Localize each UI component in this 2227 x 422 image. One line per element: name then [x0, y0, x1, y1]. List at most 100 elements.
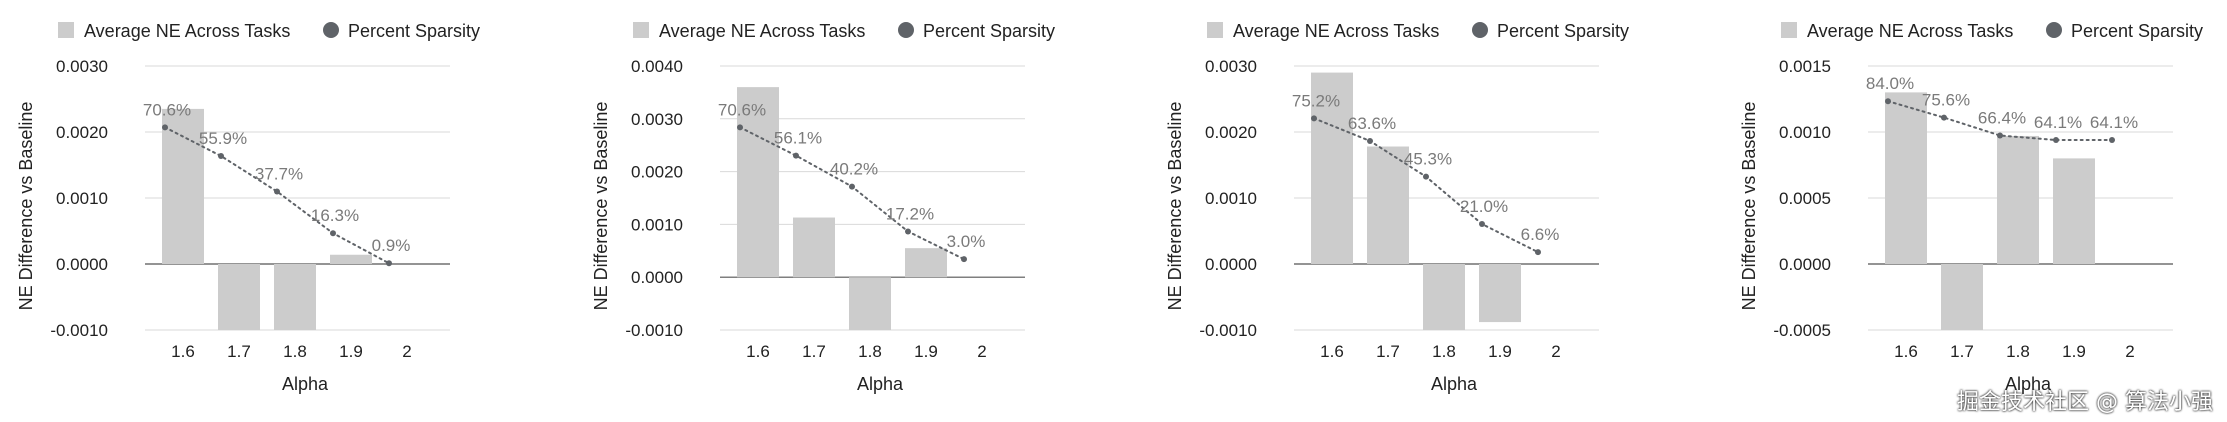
y-tick-label: 0.0020: [56, 123, 108, 142]
x-tick-label: 1.7: [227, 342, 251, 361]
legend-swatch-line: [2046, 22, 2062, 38]
y-tick-label: 0.0040: [631, 57, 683, 76]
legend-swatch-line: [1472, 22, 1488, 38]
sparsity-data-label: 21.0%: [1460, 197, 1508, 216]
sparsity-point-1.9: [330, 230, 336, 237]
sparsity-point-1.8: [1997, 132, 2003, 139]
legend-swatch-line: [898, 22, 914, 38]
sparsity-point-1.6: [1885, 98, 1891, 105]
x-tick-label: 2: [977, 342, 986, 361]
x-tick-label: 1.9: [914, 342, 938, 361]
sparsity-data-label: 16.3%: [311, 206, 359, 225]
sparsity-point-1.9: [2053, 137, 2059, 144]
bar-1.8: [849, 277, 891, 330]
x-tick-label: 1.8: [2006, 342, 2030, 361]
y-axis-title: NE Difference vs Baseline: [16, 102, 36, 311]
chart-panel-4: Average NE Across Tasks Percent Sparsity -…: [1739, 21, 2203, 394]
sparsity-data-label: 6.6%: [1521, 225, 1560, 244]
bar-1.7: [1367, 146, 1409, 264]
bar-1.8: [274, 264, 316, 330]
legend-swatch-bars: [1781, 22, 1797, 38]
sparsity-point-1.6: [737, 124, 743, 131]
sparsity-point-1.7: [1367, 137, 1373, 144]
bar-1.9: [2053, 158, 2095, 264]
x-axis-title: Alpha: [2005, 374, 2052, 394]
sparsity-point-1.8: [274, 188, 280, 195]
legend: Average NE Across Tasks Percent Sparsity: [58, 21, 480, 41]
sparsity-data-label: 37.7%: [255, 164, 303, 183]
bar-1.7: [218, 264, 260, 330]
y-tick-label: -0.0010: [625, 321, 683, 340]
x-tick-label: 1.6: [746, 342, 770, 361]
sparsity-data-label: 75.6%: [1922, 91, 1970, 110]
sparsity-data-label: 56.1%: [774, 129, 822, 148]
y-tick-label: 0.0000: [631, 268, 683, 287]
legend-swatch-line: [323, 22, 339, 38]
legend-label-line: Percent Sparsity: [348, 21, 480, 41]
sparsity-data-label: 70.6%: [143, 100, 191, 119]
y-tick-label: 0.0010: [1779, 123, 1831, 142]
sparsity-line: [1887, 100, 2113, 142]
y-tick-label: 0.0010: [631, 215, 683, 234]
legend: Average NE Across Tasks Percent Sparsity: [1781, 21, 2203, 41]
sparsity-data-label: 55.9%: [199, 129, 247, 148]
bar-1.6: [162, 108, 204, 265]
sparsity-data-label: 75.2%: [1292, 91, 1340, 110]
sparsity-point-1.7: [218, 152, 224, 159]
sparsity-data-label: 45.3%: [1404, 150, 1452, 169]
bar-1.9: [905, 248, 947, 278]
sparsity-data-label: 63.6%: [1348, 114, 1396, 133]
legend: Average NE Across Tasks Percent Sparsity: [1207, 21, 1629, 41]
sparsity-data-label: 0.9%: [372, 236, 411, 255]
sparsity-point-2: [1535, 249, 1541, 256]
sparsity-point-1.7: [793, 152, 799, 159]
legend-swatch-bars: [633, 22, 649, 38]
sparsity-point-2: [2109, 137, 2115, 144]
bar-1.9: [1479, 264, 1521, 323]
bar-1.6: [1885, 92, 1927, 265]
x-tick-label: 1.9: [339, 342, 363, 361]
y-tick-label: 0.0030: [631, 110, 683, 129]
y-tick-label: -0.0010: [1199, 321, 1257, 340]
legend-swatch-bars: [58, 22, 74, 38]
y-tick-label: 0.0010: [56, 189, 108, 208]
y-tick-label: 0.0010: [1205, 189, 1257, 208]
sparsity-point-2: [386, 260, 392, 267]
sparsity-point-2: [961, 256, 967, 263]
sparsity-line: [164, 126, 390, 265]
legend-label-bars: Average NE Across Tasks: [1807, 21, 2013, 41]
x-tick-label: 1.7: [1950, 342, 1974, 361]
x-tick-label: 1.9: [1488, 342, 1512, 361]
y-tick-label: -0.0005: [1773, 321, 1831, 340]
chart-panel-3: Average NE Across Tasks Percent Sparsity -…: [1165, 21, 1629, 394]
x-tick-label: 1.7: [802, 342, 826, 361]
sparsity-point-1.6: [1311, 115, 1317, 122]
y-tick-label: 0.0000: [1205, 255, 1257, 274]
x-axis-title: Alpha: [282, 374, 329, 394]
y-tick-label: 0.0030: [56, 57, 108, 76]
y-tick-label: 0.0000: [1779, 255, 1831, 274]
legend-label-line: Percent Sparsity: [2071, 21, 2203, 41]
sparsity-point-1.7: [1941, 114, 1947, 121]
legend-label-line: Percent Sparsity: [923, 21, 1055, 41]
sparsity-point-1.8: [849, 183, 855, 190]
x-tick-label: 1.8: [1432, 342, 1456, 361]
y-tick-label: -0.0010: [50, 321, 108, 340]
sparsity-data-label: 40.2%: [830, 160, 878, 179]
y-tick-label: 0.0000: [56, 255, 108, 274]
sparsity-data-label: 64.1%: [2034, 113, 2082, 132]
x-tick-label: 1.8: [858, 342, 882, 361]
x-tick-label: 2: [2125, 342, 2134, 361]
legend-label-bars: Average NE Across Tasks: [659, 21, 865, 41]
sparsity-data-label: 3.0%: [947, 232, 986, 251]
y-tick-label: 0.0015: [1779, 57, 1831, 76]
y-axis-title: NE Difference vs Baseline: [1739, 102, 1759, 311]
bar-1.6: [1311, 72, 1353, 264]
y-axis-title: NE Difference vs Baseline: [591, 102, 611, 311]
x-tick-label: 1.7: [1376, 342, 1400, 361]
y-tick-label: 0.0005: [1779, 189, 1831, 208]
sparsity-data-label: 84.0%: [1866, 74, 1914, 93]
sparsity-data-label: 70.6%: [718, 100, 766, 119]
x-tick-label: 1.8: [283, 342, 307, 361]
